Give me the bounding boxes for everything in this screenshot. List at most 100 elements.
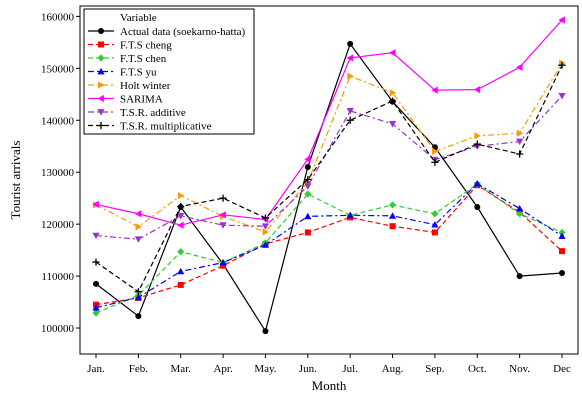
x-tick-label: Jun.: [299, 363, 317, 375]
legend-marker: [98, 41, 104, 48]
series-2: [93, 182, 565, 308]
data-point: [219, 222, 227, 229]
legend-label: T.S.R. multiplicative: [120, 121, 212, 133]
data-point: [347, 40, 354, 47]
data-point: [261, 241, 270, 248]
data-point: [516, 129, 524, 137]
data-point: [92, 232, 100, 240]
data-point: [389, 89, 397, 97]
data-point: [304, 183, 312, 190]
data-point: [261, 214, 270, 222]
legend-item: Actual data (soekarno-hatta): [88, 26, 246, 38]
legend-marker: [97, 54, 105, 62]
series-line: [95, 182, 563, 309]
data-point: [134, 288, 142, 296]
x-tick-label: Dec: [553, 363, 571, 375]
legend-item: F.T.S chen: [88, 53, 167, 65]
series-4: [92, 180, 566, 311]
data-point: [558, 61, 566, 69]
data-point: [92, 309, 100, 317]
legend-label: Actual data (soekarno-hatta): [120, 26, 246, 38]
data-point: [262, 228, 270, 236]
data-point: [388, 97, 397, 105]
data-point: [516, 150, 524, 158]
series-3: [92, 180, 566, 317]
data-point: [346, 54, 354, 62]
data-point: [516, 138, 524, 146]
data-point: [304, 190, 312, 198]
data-point: [388, 212, 397, 219]
data-point: [474, 204, 481, 211]
data-point: [135, 313, 142, 320]
data-point: [558, 232, 566, 239]
series-1: [93, 40, 565, 335]
plot-area-frame: [79, 5, 579, 355]
legend-item: SARIMA: [88, 94, 163, 106]
x-tick-label: Oct.: [468, 363, 487, 375]
data-point: [559, 248, 565, 255]
data-point: [304, 229, 311, 236]
data-point: [346, 211, 354, 219]
data-point: [516, 273, 523, 280]
data-point: [92, 200, 99, 209]
data-point: [346, 108, 354, 115]
data-point: [473, 180, 481, 187]
data-point: [219, 258, 227, 266]
legend-label: F.T.S yu: [120, 67, 157, 79]
legend-box: [83, 8, 255, 135]
y-axis-title: Tourist arrivals: [8, 141, 23, 220]
data-point: [177, 267, 185, 275]
data-point: [558, 228, 566, 237]
y-tick-label: 140000: [41, 115, 75, 127]
data-point: [388, 201, 397, 209]
legend-item: T.S.R. multiplicative: [88, 121, 212, 133]
legend-label: F.T.S chen: [120, 53, 167, 65]
series-layer: [92, 16, 566, 335]
data-point: [177, 202, 185, 211]
y-tick-label: 110000: [41, 271, 74, 283]
data-point: [473, 140, 481, 148]
data-point: [177, 248, 185, 256]
y-tick-label: 150000: [41, 63, 75, 75]
x-tick-label: Jul.: [342, 363, 358, 375]
data-point: [431, 229, 438, 236]
y-axis: 100000 110000 120000 130000 140000 150000 1600…: [41, 11, 80, 335]
y-tick-label: 160000: [41, 11, 75, 23]
data-point: [304, 212, 312, 220]
x-tick-label: Nov.: [509, 363, 530, 375]
data-point: [558, 16, 565, 24]
data-point: [219, 194, 227, 202]
data-point: [304, 175, 312, 184]
series-line: [95, 62, 563, 233]
series-line: [95, 95, 563, 240]
x-tick-label: Mar.: [170, 363, 191, 375]
series-line: [95, 64, 563, 293]
x-axis-title: Month: [312, 378, 347, 393]
legend-item: F.T.S yu: [88, 67, 157, 79]
data-point: [92, 304, 100, 311]
data-point: [432, 147, 439, 156]
y-tick-label: 130000: [41, 167, 75, 179]
legend-title: Variable: [120, 12, 157, 24]
legend-marker: [97, 109, 105, 116]
legend-marker: [98, 28, 104, 34]
series-8: [92, 61, 566, 296]
data-point: [516, 204, 524, 212]
data-point: [389, 223, 396, 230]
data-point: [516, 63, 523, 71]
data-point: [431, 210, 439, 218]
data-point: [388, 121, 397, 128]
series-line: [95, 42, 563, 333]
data-point: [431, 86, 438, 94]
legend-item: T.S.R. additive: [88, 107, 186, 119]
series-line: [95, 19, 563, 226]
x-tick-label: Aug.: [382, 363, 404, 375]
legend-items: Actual data (soekarno-hatta)F.T.S chengF…: [88, 26, 246, 133]
data-point: [474, 132, 481, 140]
data-point: [346, 116, 354, 124]
x-tick-label: Feb.: [129, 363, 149, 375]
data-point: [304, 164, 311, 171]
legend-marker: [98, 81, 105, 89]
legend: Variable Actual data (soekarno-hatta) F.T…: [83, 8, 255, 135]
legend-label: F.T.S cheng: [120, 40, 172, 52]
